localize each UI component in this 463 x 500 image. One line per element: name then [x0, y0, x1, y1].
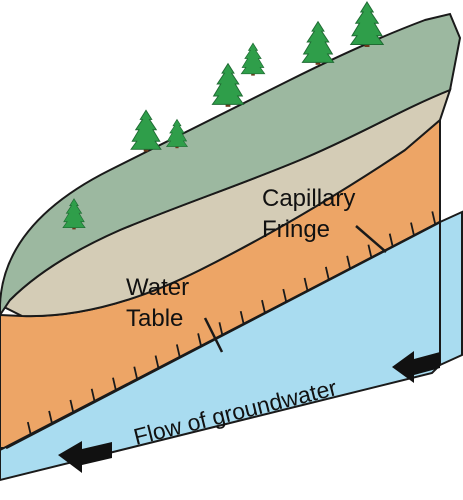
water-table-tick: [112, 377, 117, 391]
water-table-tick: [346, 255, 352, 269]
water-table-tick: [261, 299, 266, 314]
pine-tree-icon: [62, 198, 86, 230]
water-table-label-line1: Water: [126, 274, 189, 301]
water-table-tick: [239, 311, 245, 325]
water-table-leader: [203, 317, 224, 353]
pine-tree-icon: [301, 20, 335, 65]
pine-tree-icon: [211, 62, 245, 107]
water-table-tick: [175, 344, 181, 358]
capillary-fringe-label-line2: Fringe: [262, 216, 330, 243]
water-table-tick: [90, 388, 96, 403]
left-arrow-icon: [392, 351, 440, 383]
water-table-label-line2: Table: [126, 305, 183, 332]
water-table-tick: [388, 233, 394, 247]
pine-tree-icon: [240, 42, 266, 76]
trees-group: [62, 1, 385, 230]
pine-tree-icon: [349, 1, 385, 47]
water-table-tick: [431, 211, 437, 225]
water-table-tick: [133, 366, 139, 380]
water-table-tick: [324, 266, 330, 281]
water-table-tick: [410, 222, 415, 236]
water-table-tick: [282, 288, 288, 303]
pine-tree-icon: [165, 118, 189, 149]
water-table-tick: [154, 355, 160, 369]
water-table-tick: [303, 277, 309, 292]
water-table-tick: [197, 333, 203, 347]
capillary-fringe-leader: [355, 225, 387, 253]
capillary-fringe-label-line1: Capillary: [262, 185, 355, 212]
water-table-tick: [48, 410, 53, 425]
left-arrow-icon: [58, 441, 112, 473]
pine-tree-icon: [130, 109, 162, 152]
groundwater-side-face: [439, 210, 463, 367]
water-table-ticks: [26, 211, 437, 436]
water-table-tick: [367, 244, 373, 258]
grass-surface: [0, 12, 462, 317]
water-table-tick: [218, 322, 224, 336]
water-table-tick: [26, 421, 32, 436]
water-table-tick: [69, 399, 75, 414]
